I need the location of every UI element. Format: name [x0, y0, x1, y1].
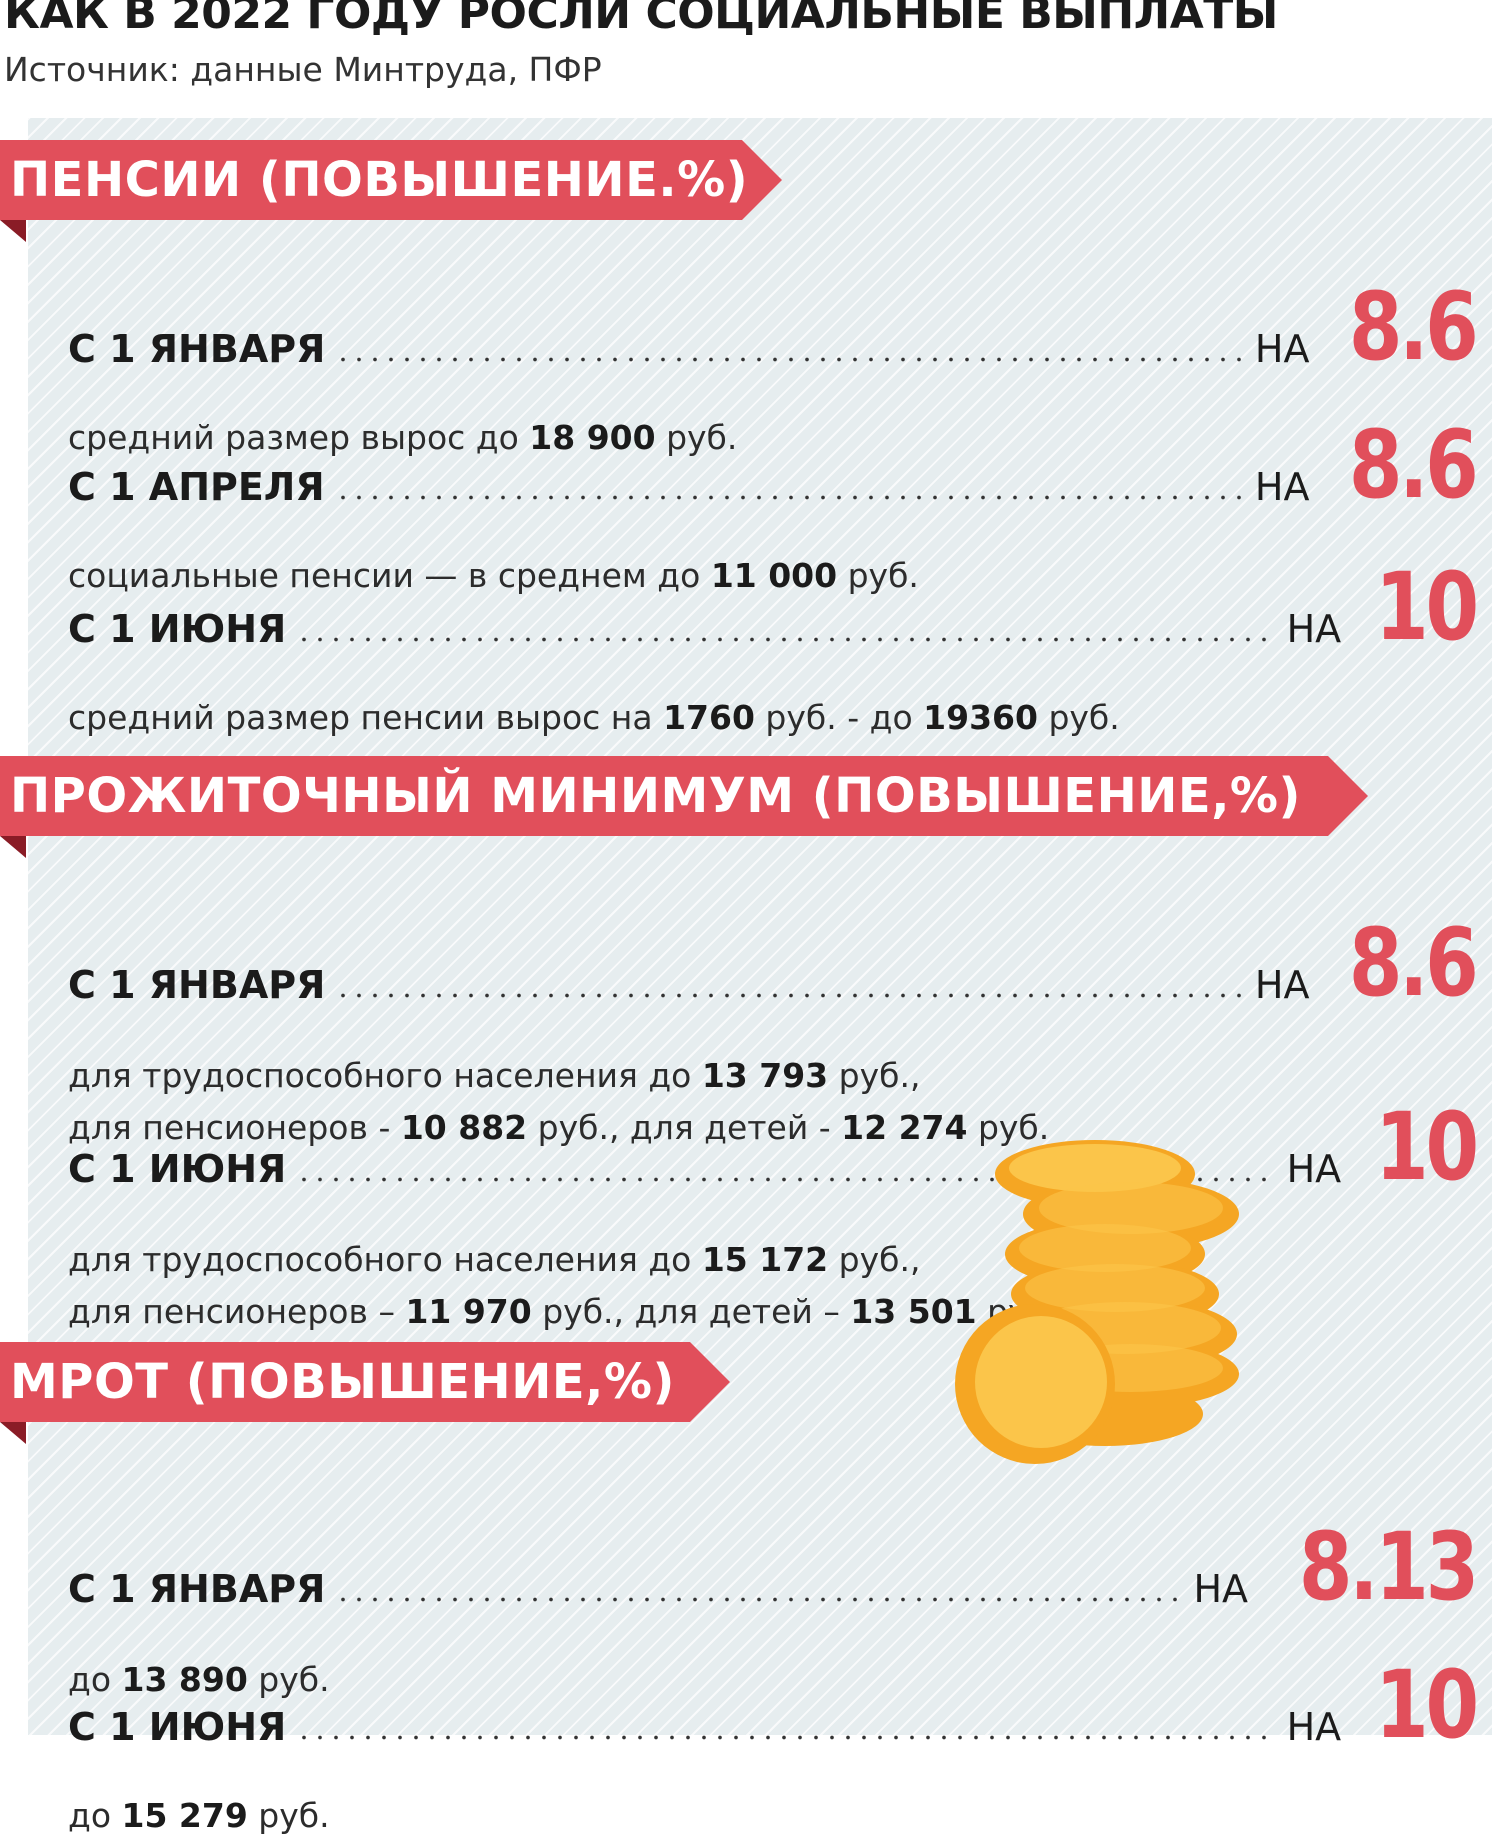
dotted-leader: [334, 495, 1245, 500]
dotted-leader: [335, 993, 1245, 998]
row-date: С 1 ЯНВАРЯ: [68, 1567, 326, 1611]
pensions-row-jan: С 1 ЯНВАРЯ НА 8.6: [68, 281, 1479, 375]
amount-value: 18 900: [529, 418, 656, 457]
section-ribbon-pensions: [0, 140, 782, 220]
increase-value: 8.13: [1298, 1513, 1479, 1623]
dotted-leader: [335, 357, 1245, 362]
increase-value: 8.6: [1349, 273, 1479, 383]
amount-value: 11 000: [710, 556, 838, 595]
dotted-leader: [296, 637, 1277, 642]
ribbon-fold: [0, 220, 26, 242]
amount-value: 13 501: [850, 1292, 977, 1331]
minimum-row-jun: С 1 ИЮНЯ НА 10: [68, 1101, 1479, 1195]
row-date: С 1 ИЮНЯ: [68, 607, 287, 651]
amount-value: 13 890: [121, 1660, 248, 1699]
pensions-row-jun: С 1 ИЮНЯ НА 10: [68, 561, 1479, 655]
amount-value: 13 793: [701, 1056, 829, 1095]
ribbon-fold: [0, 1422, 26, 1444]
na-label: НА: [1286, 1147, 1342, 1191]
na-label: НА: [1286, 1705, 1342, 1749]
row-date: С 1 ИЮНЯ: [68, 1147, 287, 1191]
amount-value: 11 970: [405, 1292, 532, 1331]
na-label: НА: [1193, 1567, 1249, 1611]
amount-value: 15 172: [701, 1240, 829, 1279]
na-label: НА: [1254, 327, 1310, 371]
amount-value: 12 274: [841, 1108, 968, 1147]
row-description: для трудоспособного населения до 13 793 …: [68, 1056, 921, 1095]
row-date: С 1 АПРЕЛЯ: [68, 465, 325, 509]
increase-value: 10: [1375, 1093, 1479, 1203]
row-description: до 13 890 руб.: [68, 1660, 330, 1699]
section-ribbon-minimum: [0, 756, 1368, 836]
ribbon-fold: [0, 836, 26, 858]
row-description: для трудоспособного населения до 15 172 …: [68, 1240, 921, 1279]
row-description: до 15 279 руб.: [68, 1796, 330, 1835]
row-description: для пенсионеров – 11 970 руб., для детей…: [68, 1292, 1058, 1331]
row-date: С 1 ИЮНЯ: [68, 1705, 287, 1749]
row-description: для пенсионеров - 10 882 руб., для детей…: [68, 1108, 1050, 1147]
increase-value: 10: [1375, 553, 1479, 663]
source-note: Источник: данные Минтруда, ПФР: [4, 50, 602, 89]
section-heading-mrot: МРОТ (ПОВЫШЕНИЕ,%): [10, 1354, 675, 1410]
section-ribbon-mrot: [0, 1342, 730, 1422]
na-label: НА: [1286, 607, 1342, 651]
pensions-row-apr: С 1 АПРЕЛЯ НА 8.6: [68, 419, 1479, 513]
amount-value: 10 882: [400, 1108, 528, 1147]
dotted-leader: [335, 1597, 1184, 1602]
infographic-panel: ПЕНСИИ (ПОВЫШЕНИЕ.%) С 1 ЯНВАРЯ НА 8.6 с…: [0, 118, 1492, 1835]
na-label: НА: [1254, 465, 1310, 509]
coins-stack-icon: [955, 1140, 1239, 1464]
amount-value: 1760: [663, 698, 755, 737]
row-description: средний размер вырос до 18 900 руб.: [68, 418, 738, 457]
dotted-leader: [296, 1735, 1277, 1740]
row-description: средний размер пенсии вырос на 1760 руб.…: [68, 698, 1120, 737]
section-heading-pensions: ПЕНСИИ (ПОВЫШЕНИЕ.%): [10, 152, 749, 208]
increase-value: 8.6: [1349, 909, 1479, 1019]
increase-value: 10: [1375, 1651, 1479, 1761]
row-date: С 1 ЯНВАРЯ: [68, 327, 326, 371]
na-label: НА: [1254, 963, 1310, 1007]
mrot-row-jun: С 1 ИЮНЯ НА 10: [68, 1659, 1479, 1753]
mrot-row-jan: С 1 ЯНВАРЯ НА 8.13: [68, 1521, 1479, 1615]
row-date: С 1 ЯНВАРЯ: [68, 963, 326, 1007]
section-heading-minimum: ПРОЖИТОЧНЫЙ МИНИМУМ (ПОВЫШЕНИЕ,%): [10, 768, 1301, 824]
minimum-row-jan: С 1 ЯНВАРЯ НА 8.6: [68, 917, 1479, 1011]
dotted-leader: [296, 1177, 1277, 1182]
amount-value: 19360: [923, 698, 1038, 737]
page-title: КАК В 2022 ГОДУ РОСЛИ СОЦИАЛЬНЫЕ ВЫПЛАТЫ: [4, 0, 1278, 39]
row-description: социальные пенсии — в среднем до 11 000 …: [68, 556, 919, 595]
increase-value: 8.6: [1349, 411, 1479, 521]
amount-value: 15 279: [121, 1796, 248, 1835]
